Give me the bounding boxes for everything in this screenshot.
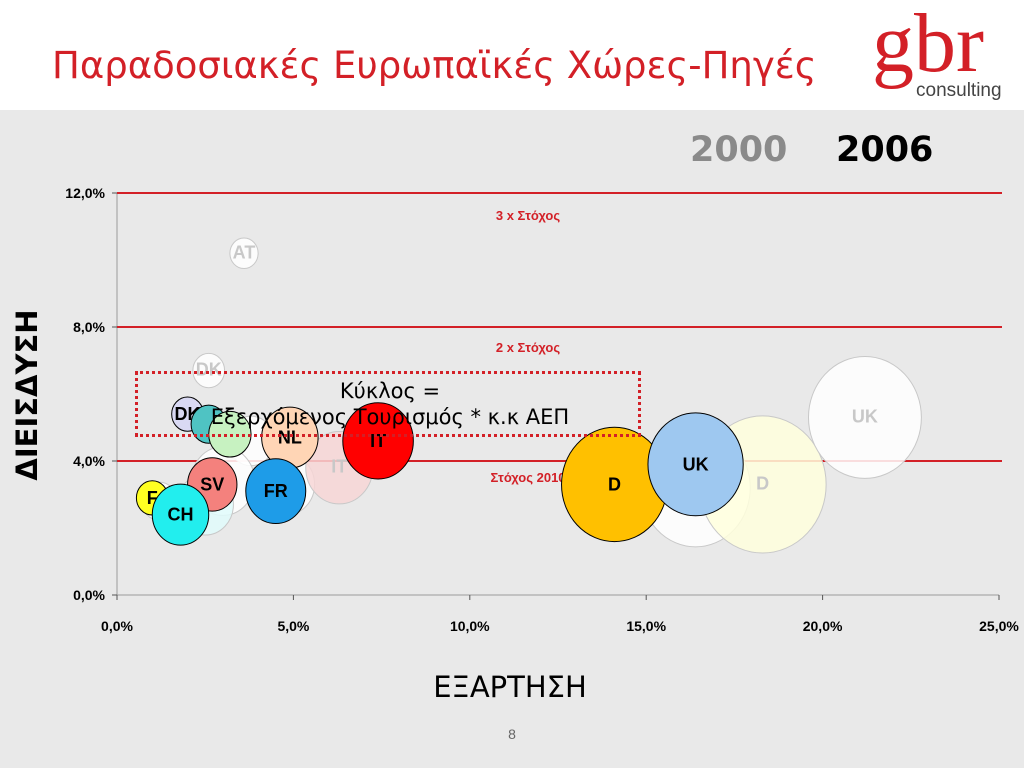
header <box>0 0 1024 110</box>
target-line-label: 3 x Στόχος <box>496 208 560 223</box>
y-axis-title: ΔΙΕΙΣΔΥΣΗ <box>10 309 44 481</box>
callout-text: Κύκλος = Εξερχόμενος Τουρισμός * κ.κ ΑΕΠ <box>130 378 650 430</box>
x-tick-label: 10,0% <box>450 618 490 634</box>
bubble-label-2006: NL <box>278 428 302 448</box>
logo-mark: gbr <box>872 0 984 90</box>
x-tick-label: 25,0% <box>979 618 1019 634</box>
bubble-label-2000: UK <box>852 406 878 426</box>
year-2006-label: 2006 <box>836 130 934 170</box>
bubble-2000 <box>229 237 259 270</box>
callout-box <box>135 371 641 437</box>
bubble-2006 <box>647 412 744 517</box>
callout-line-2: Εξερχόμενος Τουρισμός * κ.κ ΑΕΠ <box>210 405 570 429</box>
gbr-logo: gbr consulting <box>872 2 1022 106</box>
target-line-label: 2 x Στόχος <box>496 340 560 355</box>
bubble-label-2000: D <box>756 473 769 493</box>
bubble-label-2000: DK <box>196 360 222 380</box>
page-number: 8 <box>508 726 516 742</box>
bubble-2006 <box>342 402 414 480</box>
y-tick-label: 4,0% <box>73 453 105 469</box>
bubble-label-2000: AT <box>233 242 256 262</box>
x-tick-label: 5,0% <box>277 618 309 634</box>
bubble-label-2006: CH <box>168 505 194 525</box>
x-tick-label: 20,0% <box>803 618 843 634</box>
target-line-label: Στόχος 2010 <box>490 470 565 485</box>
bubble-label-2006: SV <box>200 474 224 494</box>
y-tick-label: 8,0% <box>73 319 105 335</box>
bubble-2006 <box>151 483 210 546</box>
page-title: Παραδοσιακές Ευρωπαϊκές Χώρες-Πηγές <box>52 44 817 87</box>
year-2000-label: 2000 <box>690 130 788 170</box>
bubble-label-2006: FR <box>264 481 288 501</box>
bubble-label-2006: D <box>608 474 621 494</box>
bubble-2000 <box>192 352 226 389</box>
bubble-label-2006: F <box>147 488 158 508</box>
bubble-2000 <box>807 355 922 479</box>
logo-subtitle: consulting <box>916 80 1002 101</box>
y-tick-label: 0,0% <box>73 587 105 603</box>
bubble-label-2000: IT <box>331 457 347 477</box>
bubble-label-2006: UK <box>683 454 709 474</box>
x-tick-label: 15,0% <box>626 618 666 634</box>
x-axis-title: ΕΞΑΡΤΗΣΗ <box>433 670 587 704</box>
x-tick-label: 0,0% <box>101 618 133 634</box>
callout-line-1: Κύκλος = <box>339 379 441 403</box>
bubble-2006 <box>245 458 307 525</box>
y-tick-label: 12,0% <box>65 185 105 201</box>
